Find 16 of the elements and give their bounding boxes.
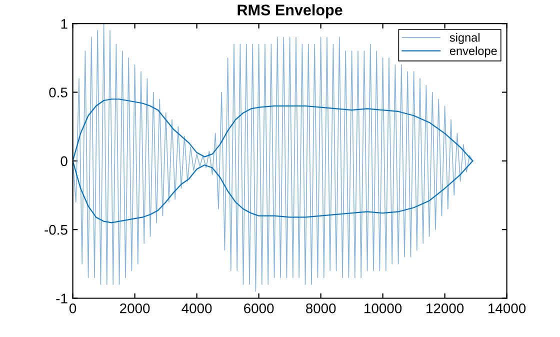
y-tick-label: -0.5 (44, 224, 68, 235)
y-tick-label: -1 (56, 294, 68, 304)
x-tick-label: 2000 (120, 303, 150, 314)
x-tick-label: 12000 (426, 303, 464, 314)
x-tick-label: 14000 (488, 303, 526, 314)
y-tick-label: 1 (61, 19, 68, 29)
chart-title: RMS Envelope (238, 4, 342, 18)
y-tick-label: 0.5 (49, 88, 68, 98)
x-tick-label: 0 (69, 303, 76, 314)
x-tick-label: 10000 (364, 303, 402, 314)
x-tick-label: 4000 (182, 303, 212, 314)
y-tick-label: 0 (60, 156, 68, 166)
x-tick-label: 8000 (306, 303, 336, 314)
legend-label: envelope (450, 46, 497, 58)
legend-label: signal (450, 33, 480, 44)
x-tick-label: 6000 (244, 303, 274, 314)
